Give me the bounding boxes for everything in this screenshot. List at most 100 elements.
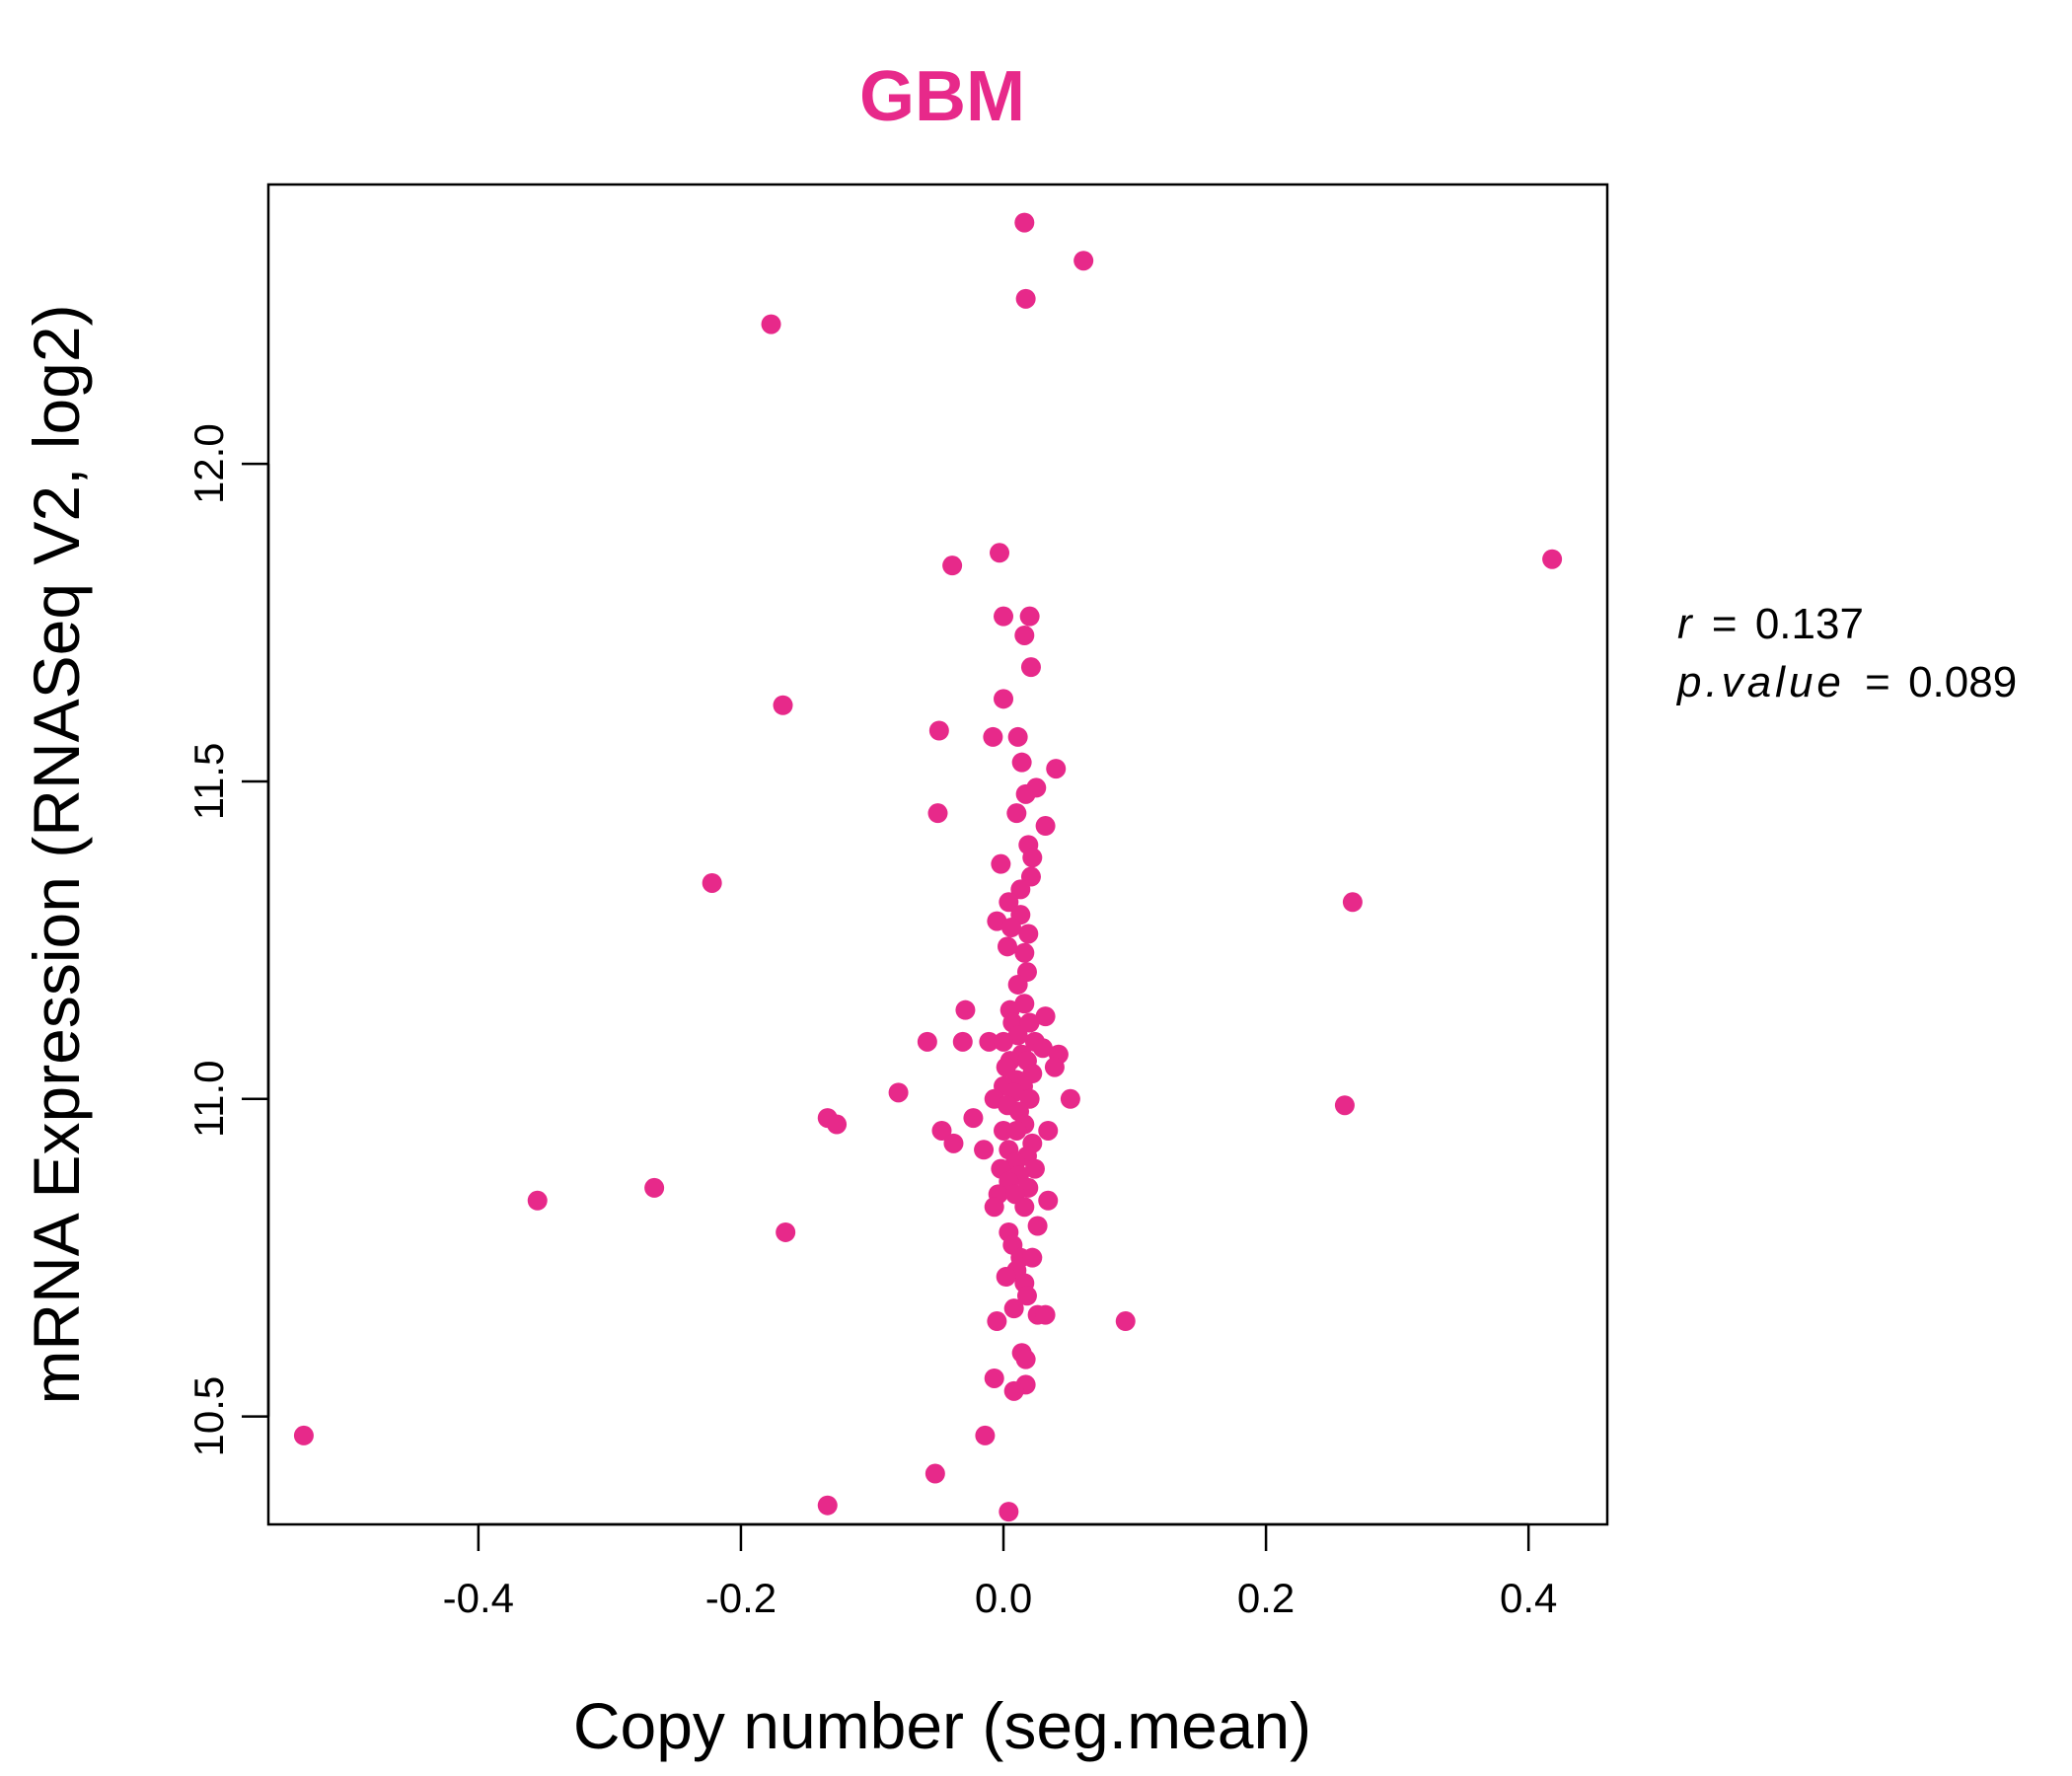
data-point bbox=[1032, 1038, 1053, 1059]
data-point bbox=[527, 1190, 548, 1211]
data-point bbox=[644, 1177, 665, 1198]
r-value: 0.137 bbox=[1755, 600, 1864, 648]
x-tick-label: 0.2 bbox=[1237, 1575, 1295, 1621]
data-point bbox=[942, 555, 963, 576]
data-point bbox=[987, 1311, 1007, 1332]
x-axis-label: Copy number (seg.mean) bbox=[573, 1689, 1311, 1762]
data-point bbox=[999, 892, 1019, 913]
data-point bbox=[776, 1221, 796, 1242]
data-point bbox=[994, 1031, 1014, 1052]
data-point bbox=[1020, 657, 1041, 678]
data-point bbox=[1014, 212, 1035, 233]
p-value-label: p.value bbox=[1675, 658, 1845, 706]
data-point bbox=[1015, 288, 1036, 309]
r-stat: r = 0.137 bbox=[1677, 600, 1864, 648]
data-point bbox=[827, 1114, 848, 1135]
data-point bbox=[991, 853, 1011, 874]
data-point bbox=[917, 1031, 937, 1052]
data-point bbox=[984, 1368, 1004, 1388]
data-point bbox=[1035, 1304, 1056, 1325]
y-tick-label: 10.5 bbox=[185, 1376, 232, 1457]
data-point bbox=[1003, 1298, 1024, 1319]
data-point bbox=[1011, 752, 1032, 773]
data-point bbox=[702, 872, 722, 893]
data-point bbox=[927, 803, 948, 824]
data-point bbox=[1003, 1380, 1024, 1401]
data-point bbox=[1006, 1120, 1027, 1141]
data-point bbox=[293, 1425, 314, 1445]
data-point bbox=[974, 1140, 995, 1160]
data-point bbox=[1038, 1120, 1059, 1141]
data-point bbox=[1019, 606, 1040, 627]
data-point bbox=[925, 1463, 945, 1484]
data-point bbox=[983, 726, 1003, 747]
data-point bbox=[1007, 726, 1028, 747]
data-point bbox=[943, 1133, 964, 1153]
chart-title: GBM bbox=[859, 57, 1025, 136]
data-point bbox=[1022, 848, 1043, 868]
data-point bbox=[931, 1120, 952, 1141]
data-point bbox=[1115, 1311, 1136, 1332]
data-point bbox=[975, 1425, 996, 1445]
data-point bbox=[1007, 974, 1028, 995]
p-value-stat: p.value = 0.089 bbox=[1675, 658, 2017, 706]
data-point bbox=[888, 1082, 909, 1103]
data-point bbox=[1010, 879, 1031, 900]
data-point bbox=[817, 1495, 838, 1516]
correlation-stats: r = 0.137 p.value = 0.089 bbox=[1675, 600, 2017, 706]
data-point bbox=[1035, 1006, 1056, 1027]
data-point bbox=[1014, 1197, 1035, 1218]
data-point bbox=[1027, 1216, 1048, 1236]
x-tick-label: -0.4 bbox=[443, 1575, 514, 1621]
x-tick-label: -0.2 bbox=[705, 1575, 777, 1621]
data-point bbox=[1334, 1095, 1355, 1116]
data-point bbox=[1046, 759, 1067, 779]
data-point bbox=[955, 999, 976, 1020]
x-tick-label: 0.0 bbox=[975, 1575, 1032, 1621]
data-point bbox=[1018, 924, 1039, 944]
data-points bbox=[293, 212, 1563, 1522]
data-point bbox=[994, 689, 1014, 709]
data-point bbox=[1024, 1158, 1045, 1179]
data-point bbox=[761, 314, 781, 334]
x-axis: -0.4 -0.2 0.0 0.2 0.4 bbox=[443, 1522, 1557, 1621]
data-point bbox=[928, 720, 949, 741]
data-point bbox=[1022, 1247, 1043, 1268]
y-axis-label: mRNA Expression (RNASeq V2, log2) bbox=[20, 304, 93, 1404]
data-point bbox=[1001, 918, 1022, 938]
data-point bbox=[1015, 1349, 1036, 1369]
data-point bbox=[1014, 942, 1035, 963]
p-value: 0.089 bbox=[1908, 658, 2017, 706]
data-point bbox=[1044, 1057, 1065, 1077]
data-point bbox=[1006, 803, 1027, 824]
data-point bbox=[773, 695, 793, 715]
y-tick-label: 11.5 bbox=[185, 743, 232, 821]
data-point bbox=[1342, 892, 1363, 913]
data-point bbox=[952, 1031, 973, 1052]
y-axis: 10.5 11.0 11.5 12.0 bbox=[185, 423, 270, 1457]
data-point bbox=[1015, 783, 1036, 804]
data-point bbox=[979, 1031, 999, 1052]
data-point bbox=[1014, 994, 1035, 1014]
data-point bbox=[963, 1108, 984, 1129]
data-point bbox=[1073, 251, 1094, 271]
y-tick-label: 11.0 bbox=[185, 1060, 232, 1138]
data-point bbox=[999, 1502, 1019, 1522]
data-point bbox=[1016, 1286, 1037, 1306]
x-tick-label: 0.4 bbox=[1500, 1575, 1557, 1621]
r-label: r bbox=[1677, 600, 1694, 648]
data-point bbox=[996, 1266, 1016, 1287]
data-point bbox=[1019, 1012, 1040, 1033]
data-point bbox=[994, 606, 1014, 627]
data-point bbox=[984, 1197, 1004, 1218]
data-point bbox=[990, 543, 1010, 563]
data-point bbox=[1060, 1088, 1080, 1109]
y-tick-label: 12.0 bbox=[185, 423, 232, 504]
plot-frame bbox=[266, 183, 1609, 1526]
data-point bbox=[998, 936, 1018, 957]
data-point bbox=[1014, 625, 1035, 645]
data-point bbox=[1542, 549, 1563, 569]
data-point bbox=[1035, 816, 1056, 837]
data-point bbox=[1038, 1190, 1059, 1211]
